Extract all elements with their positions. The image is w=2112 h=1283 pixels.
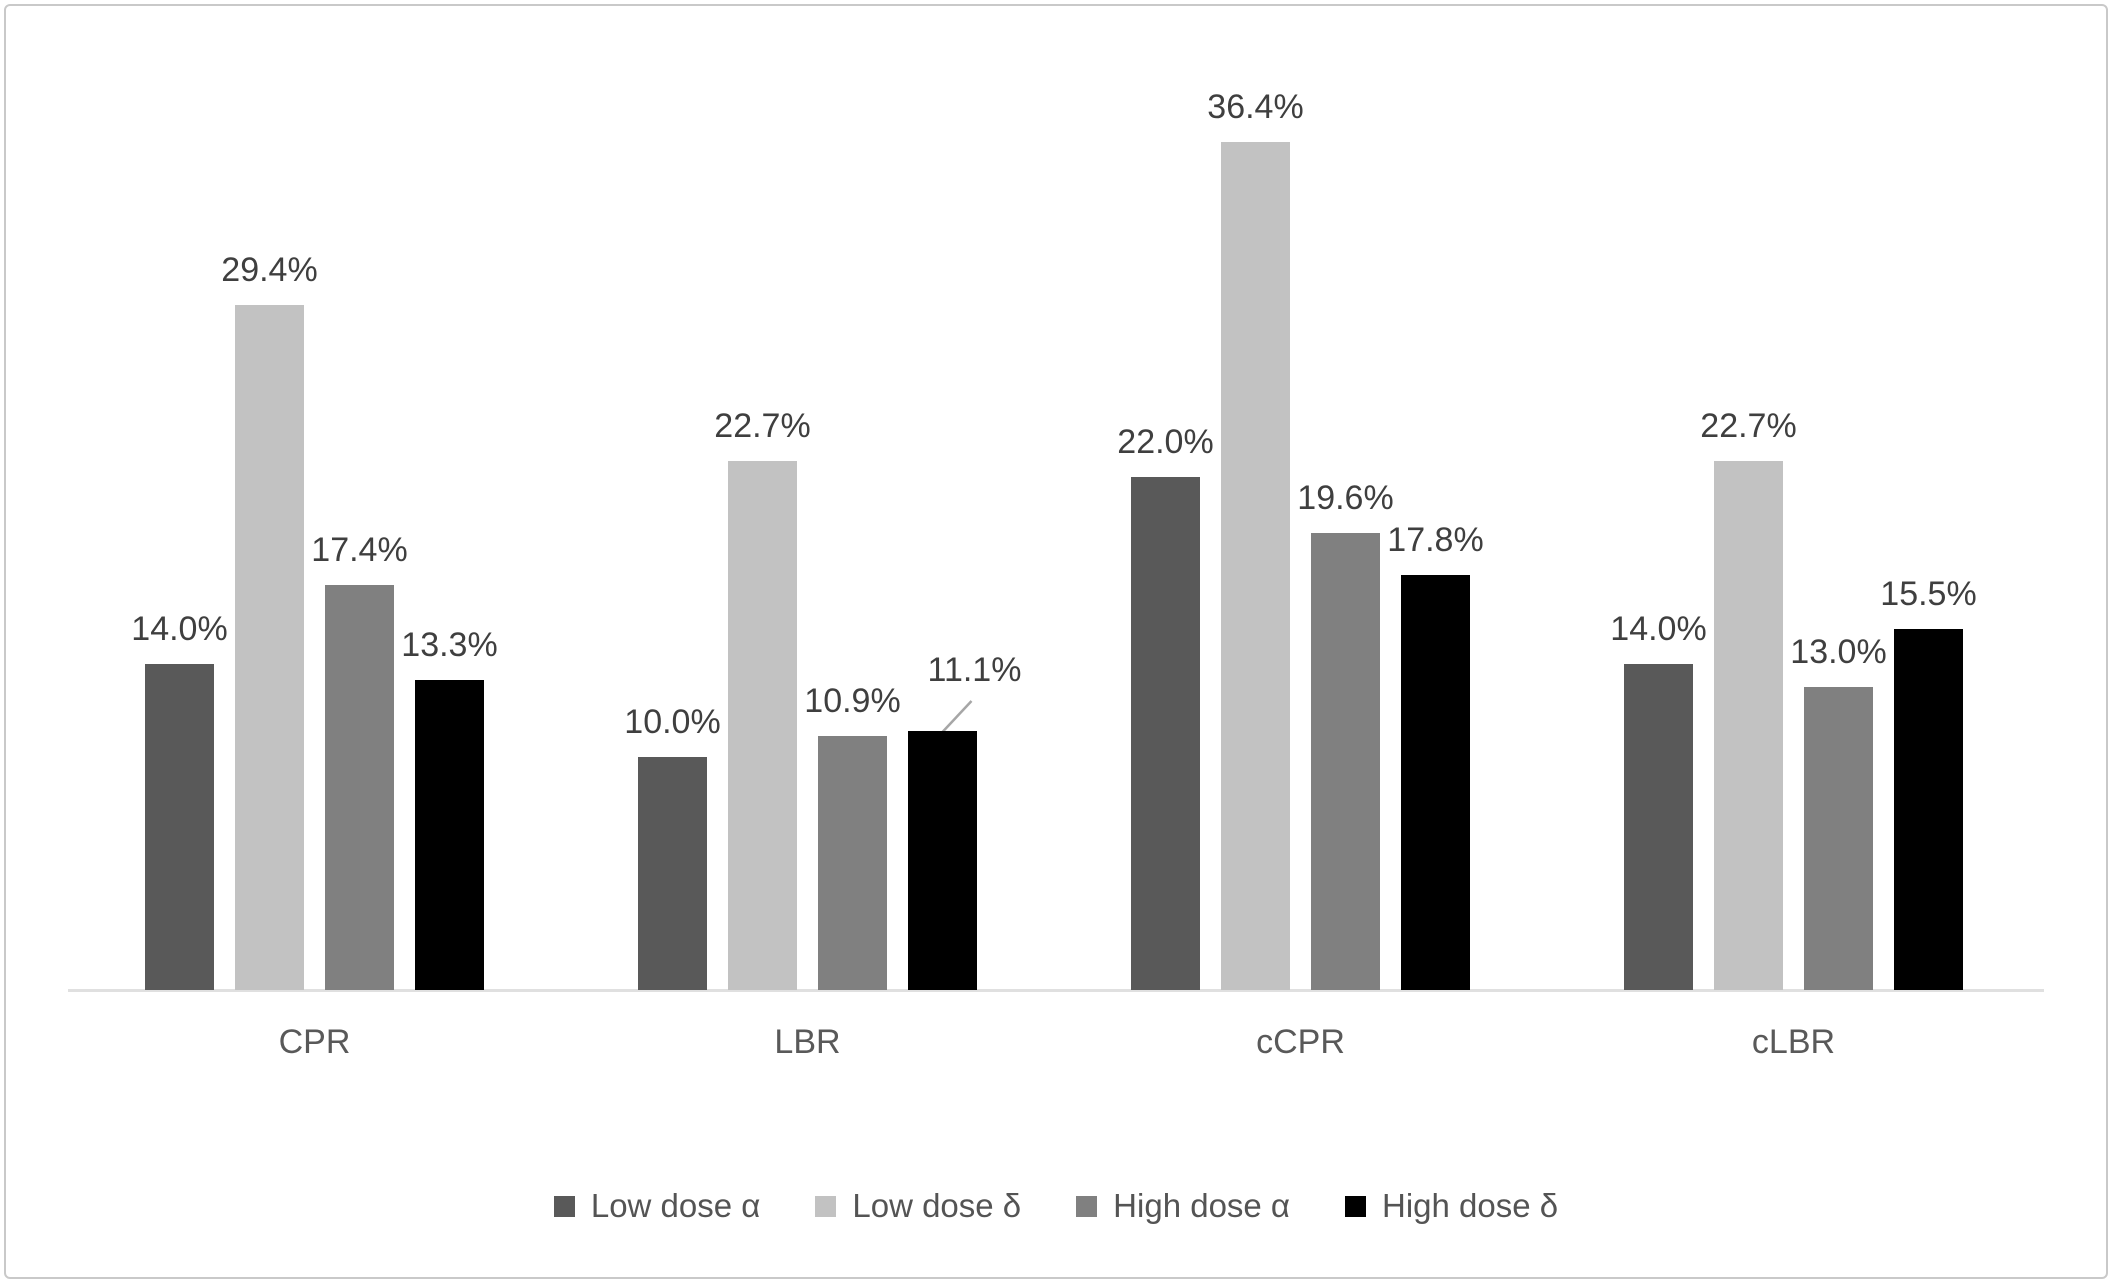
data-label-clbr-high-dose-alpha: 13.0% <box>1790 633 1887 671</box>
data-label-lbr-low-dose-delta: 22.7% <box>714 407 811 445</box>
bar-clbr-high-dose-delta <box>1894 629 1963 990</box>
bar-ccpr-high-dose-alpha <box>1311 533 1380 990</box>
bar-clbr-low-dose-alpha <box>1624 664 1693 990</box>
chart-legend: Low dose α Low dose δ High dose α High dose… <box>0 1188 2112 1224</box>
legend-label: Low dose α <box>590 1187 761 1224</box>
category-label-cpr: CPR <box>278 1023 351 1061</box>
category-label-clbr: cLBR <box>1751 1023 1836 1061</box>
bar-cpr-high-dose-delta <box>415 680 484 990</box>
bar-clbr-low-dose-delta <box>1714 461 1783 990</box>
data-label-leader-line <box>941 700 973 733</box>
bar-ccpr-low-dose-delta <box>1221 142 1290 990</box>
legend-swatch-icon <box>553 1195 575 1217</box>
legend-item-high-dose-delta: High dose δ <box>1345 1188 1558 1224</box>
bar-lbr-high-dose-alpha <box>818 736 887 990</box>
legend-item-high-dose-alpha: High dose α <box>1076 1188 1290 1224</box>
bar-ccpr-high-dose-delta <box>1401 575 1470 990</box>
bar-cpr-high-dose-alpha <box>325 585 394 990</box>
data-label-clbr-low-dose-delta: 22.7% <box>1700 407 1797 445</box>
legend-item-low-dose-delta: Low dose δ <box>815 1188 1021 1224</box>
bar-cpr-low-dose-alpha <box>145 664 214 990</box>
category-label-ccpr: cCPR <box>1256 1023 1345 1061</box>
legend-swatch-icon <box>1345 1195 1367 1217</box>
legend-swatch-icon <box>815 1195 837 1217</box>
data-label-clbr-high-dose-delta: 15.5% <box>1880 575 1977 613</box>
bar-ccpr-low-dose-alpha <box>1131 477 1200 990</box>
data-label-lbr-high-dose-delta: 11.1% <box>927 651 1022 689</box>
category-label-lbr: LBR <box>774 1023 841 1061</box>
data-label-ccpr-high-dose-alpha: 19.6% <box>1297 479 1394 517</box>
legend-label: Low dose δ <box>852 1187 1022 1224</box>
data-label-ccpr-high-dose-delta: 17.8% <box>1387 521 1484 559</box>
bar-clbr-high-dose-alpha <box>1804 687 1873 990</box>
data-label-ccpr-low-dose-delta: 36.4% <box>1207 88 1304 126</box>
data-label-cpr-high-dose-alpha: 17.4% <box>311 531 408 569</box>
bar-cpr-low-dose-delta <box>235 305 304 990</box>
data-label-lbr-high-dose-alpha: 10.9% <box>804 682 901 720</box>
data-label-clbr-low-dose-alpha: 14.0% <box>1610 610 1707 648</box>
legend-item-low-dose-alpha: Low dose α <box>553 1187 761 1224</box>
legend-swatch-icon <box>1076 1195 1098 1217</box>
data-label-cpr-low-dose-alpha: 14.0% <box>131 610 228 648</box>
data-label-lbr-low-dose-alpha: 10.0% <box>624 703 721 741</box>
bar-lbr-low-dose-delta <box>728 461 797 990</box>
bar-lbr-low-dose-alpha <box>638 757 707 990</box>
legend-label: High dose α <box>1113 1187 1291 1224</box>
x-axis-line <box>68 989 2044 992</box>
data-label-cpr-high-dose-delta: 13.3% <box>401 626 498 664</box>
data-label-ccpr-low-dose-alpha: 22.0% <box>1117 423 1214 461</box>
data-label-cpr-low-dose-delta: 29.4% <box>221 251 318 289</box>
bar-lbr-high-dose-delta <box>908 731 977 990</box>
legend-label: High dose δ <box>1382 1187 1559 1224</box>
